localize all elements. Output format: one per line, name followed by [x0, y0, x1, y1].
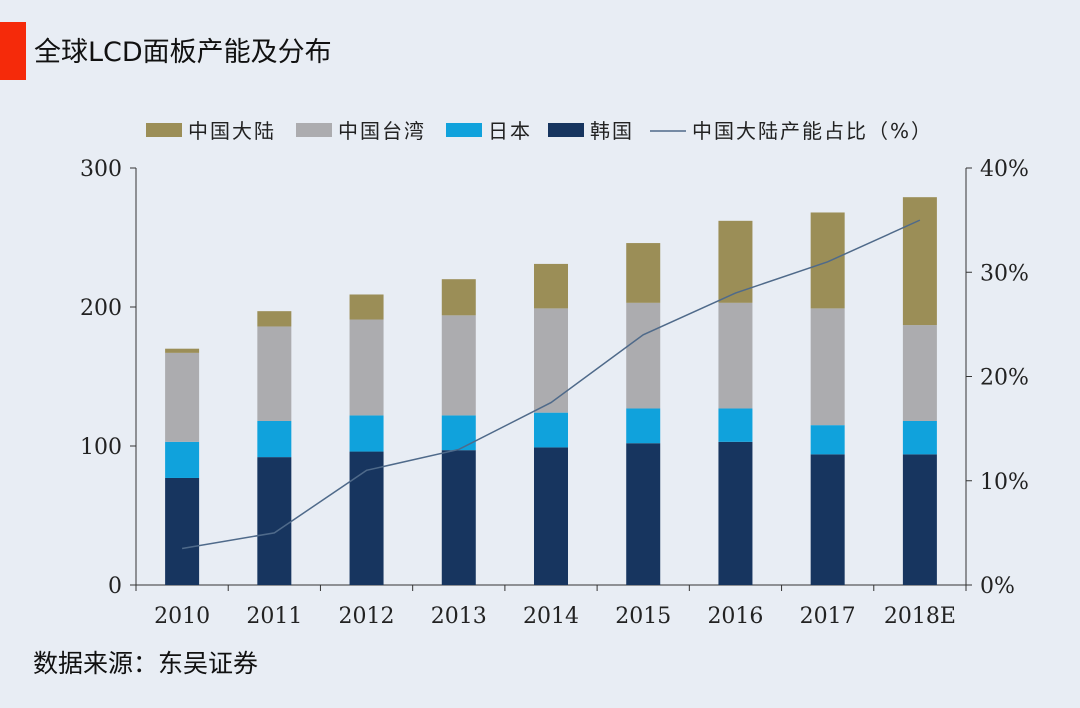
- bar-japan: [810, 425, 845, 455]
- bar-korea: [441, 450, 476, 585]
- bar-mainland: [902, 197, 937, 326]
- bar-taiwan: [718, 302, 753, 409]
- bar-korea: [165, 477, 200, 585]
- bars-group: [165, 197, 937, 585]
- x-tick-label: 2014: [523, 604, 579, 629]
- y-tick-label-left: 200: [80, 296, 122, 321]
- bar-japan: [718, 408, 753, 442]
- bar-korea: [257, 457, 292, 585]
- legend-label: 韩国: [590, 119, 634, 143]
- tick-labels: 0 100 200 300 0% 10% 20% 30% 40% 2010 2011 2012 2013…: [80, 157, 1029, 629]
- bar-mainland: [441, 279, 476, 316]
- share-line-group: [181, 219, 921, 550]
- x-tick-label: 2011: [246, 604, 302, 629]
- legend-label: 中国大陆: [188, 119, 276, 143]
- y-tick-label-right: 30%: [980, 261, 1029, 286]
- x-tick-label: 2015: [615, 604, 671, 629]
- bar-japan: [441, 415, 476, 451]
- legend: 中国大陆 中国台湾 日本 韩国 中国大陆产能占比（%）: [146, 119, 933, 143]
- bar-japan: [626, 408, 661, 444]
- bar-japan: [902, 420, 937, 455]
- chart: 中国大陆 中国台湾 日本 韩国 中国大陆产能占比（%） 0 100 200 300 0% 10% 2…: [80, 119, 1029, 629]
- bar-taiwan: [626, 302, 661, 409]
- bar-korea: [718, 441, 753, 585]
- y-tick-label-right: 0%: [980, 574, 1015, 599]
- bar-japan: [534, 412, 568, 448]
- bar-japan: [349, 415, 384, 452]
- legend-label: 日本: [488, 119, 532, 143]
- legend-label: 中国大陆产能占比（%）: [692, 119, 933, 143]
- bar-korea: [902, 454, 937, 585]
- page-title: 全球LCD面板产能及分布: [34, 37, 332, 68]
- x-tick-label: 2012: [339, 604, 395, 629]
- x-tick-label: 2013: [431, 604, 487, 629]
- y-tick-label-right: 20%: [980, 366, 1029, 391]
- bar-taiwan: [902, 325, 937, 421]
- bar-mainland: [534, 263, 568, 309]
- y-tick-label-left: 100: [80, 435, 122, 460]
- legend-swatch: [548, 123, 584, 137]
- bar-mainland: [810, 212, 845, 309]
- data-source: 数据来源：东吴证券: [33, 649, 259, 678]
- y-tick-label-left: 300: [80, 157, 122, 182]
- title-accent-bar: [0, 22, 26, 80]
- bar-japan: [257, 420, 292, 458]
- x-tick-label: 2016: [707, 604, 763, 629]
- legend-swatch: [446, 123, 482, 137]
- legend-label: 中国台湾: [338, 119, 426, 143]
- y-tick-label-right: 40%: [980, 157, 1029, 182]
- bar-taiwan: [349, 319, 384, 416]
- legend-swatch: [296, 123, 332, 137]
- bar-mainland: [257, 311, 292, 327]
- bar-taiwan: [165, 352, 200, 442]
- bar-korea: [626, 443, 661, 585]
- x-tick-label: 2018E: [884, 604, 956, 629]
- bar-taiwan: [441, 315, 476, 416]
- bar-japan: [165, 441, 200, 478]
- x-tick-label: 2010: [154, 604, 210, 629]
- bar-korea: [349, 451, 384, 585]
- bar-korea: [810, 454, 845, 585]
- y-tick-label-left: 0: [108, 574, 122, 599]
- bar-taiwan: [534, 308, 568, 413]
- legend-swatch: [146, 123, 182, 137]
- bar-mainland: [165, 348, 200, 353]
- bar-mainland: [626, 243, 661, 303]
- bar-mainland: [349, 294, 384, 320]
- bar-taiwan: [810, 308, 845, 426]
- bar-korea: [534, 447, 568, 585]
- y-tick-label-right: 10%: [980, 470, 1029, 495]
- bar-taiwan: [257, 326, 292, 421]
- x-tick-label: 2017: [800, 604, 856, 629]
- bar-mainland: [718, 220, 753, 303]
